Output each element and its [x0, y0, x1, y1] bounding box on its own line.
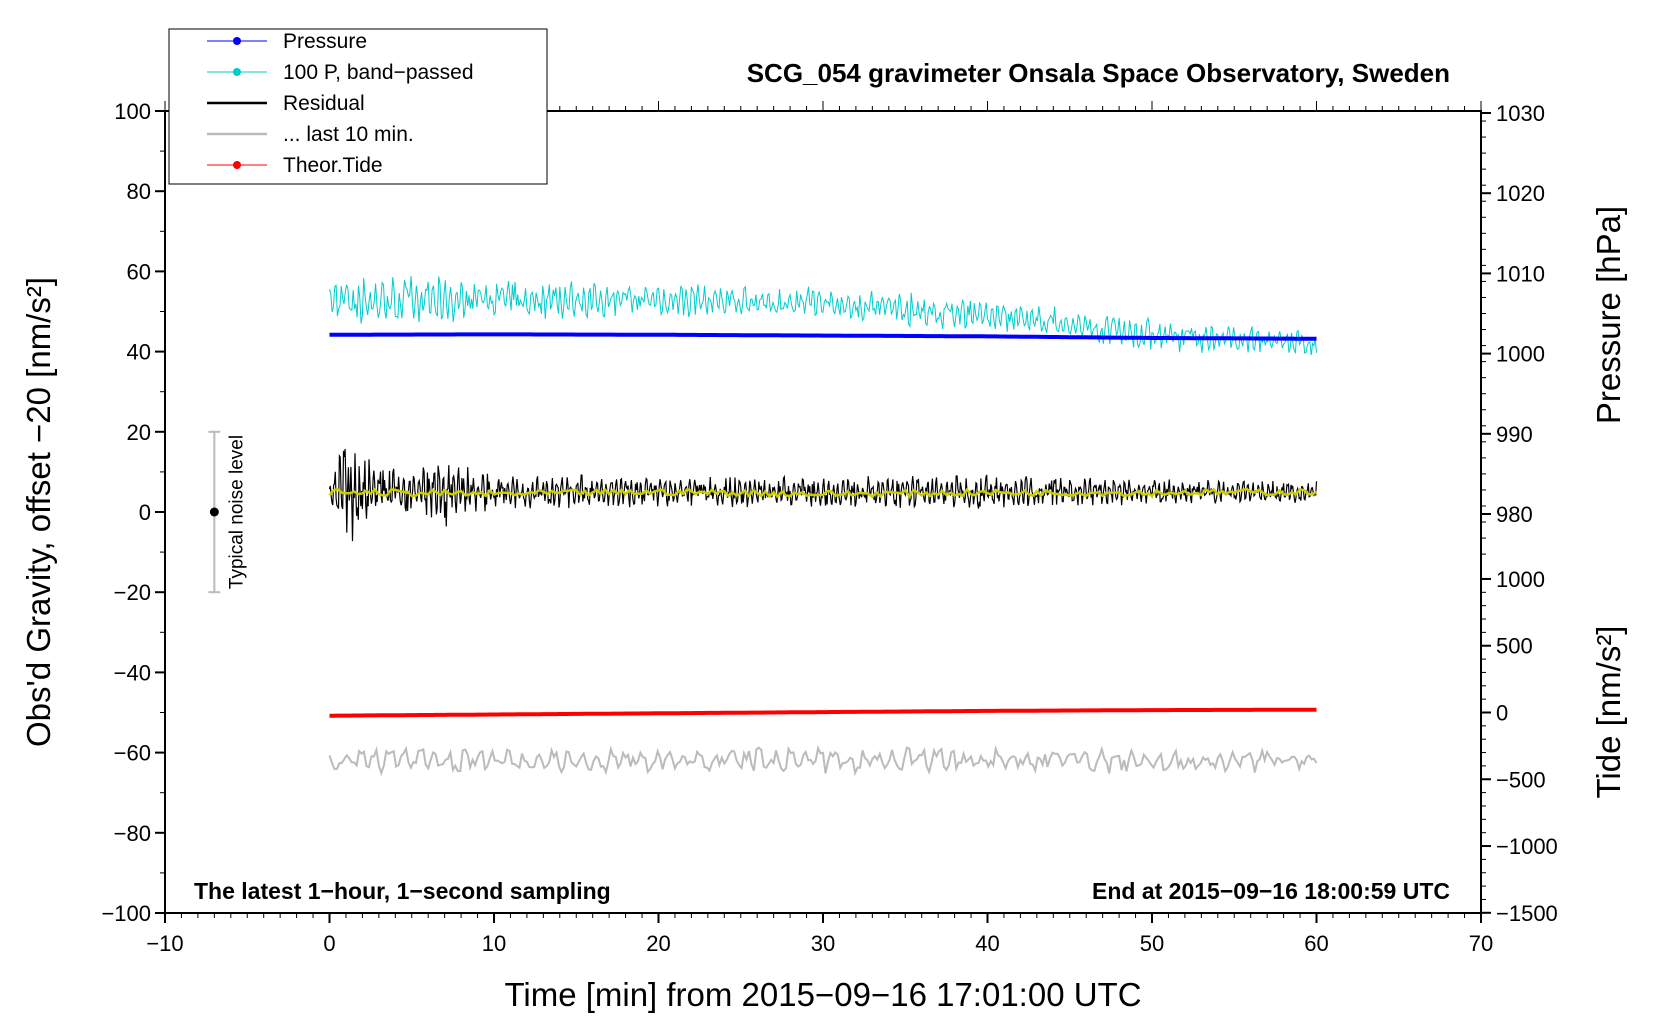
tide-tick-labels: 1000 500 0 −500 −1000 −1500 — [1496, 567, 1558, 926]
legend-swatch-dot — [233, 68, 241, 76]
y-tick-label: −80 — [114, 821, 151, 846]
x-tick-labels: −10 0 10 20 30 40 50 60 70 — [146, 931, 1493, 956]
legend-swatch-dot — [233, 161, 241, 169]
chart-title: SCG_054 gravimeter Onsala Space Observat… — [747, 58, 1450, 88]
y-tick-labels: 100 80 60 40 20 0 −20 −40 −60 −80 −100 — [101, 99, 151, 926]
pressure-tick-label: 1020 — [1496, 181, 1545, 206]
x-tick-label: 50 — [1140, 931, 1164, 956]
legend-label: Theor.Tide — [283, 154, 383, 177]
pressure-tick-label: 990 — [1496, 422, 1533, 447]
legend-box — [168, 28, 548, 185]
annotation-bottom-left: The latest 1−hour, 1−second sampling — [194, 878, 611, 904]
series-pressure — [329, 332, 1317, 341]
tick-marks — [155, 101, 1491, 923]
x-tick-label: 40 — [975, 931, 999, 956]
annotation-bottom-right: End at 2015−09−16 18:00:59 UTC — [1092, 878, 1450, 904]
pressure-tick-label: 1010 — [1496, 261, 1545, 286]
legend-label: Pressure — [283, 30, 367, 53]
x-tick-label: −10 — [146, 931, 183, 956]
tide-tick-label: −1000 — [1496, 834, 1558, 859]
y-tick-label: 40 — [127, 340, 151, 365]
tide-tick-label: 500 — [1496, 634, 1533, 659]
legend-swatch-dot — [233, 37, 241, 45]
series-residual-smoothed — [328, 487, 1318, 499]
x-tick-label: 60 — [1304, 931, 1328, 956]
noise-bar-center-dot — [209, 507, 219, 517]
x-axis-title: Time [min] from 2015−09−16 17:01:00 UTC — [504, 976, 1141, 1013]
legend-label: Residual — [283, 92, 365, 115]
y-tick-label: −40 — [114, 660, 151, 685]
y-tick-label: 80 — [127, 179, 151, 204]
legend: Pressure 100 P, band−passed Residual ... la… — [168, 28, 548, 185]
series-pressure-bandpassed — [329, 275, 1317, 356]
legend-label: 100 P, band−passed — [283, 61, 474, 84]
pressure-tick-label: 980 — [1496, 502, 1533, 527]
series-theor-tide — [329, 707, 1317, 718]
y-tick-label: −100 — [101, 901, 151, 926]
x-tick-label: 30 — [811, 931, 835, 956]
y-tick-label: −60 — [114, 741, 151, 766]
pressure-tick-label: 1000 — [1496, 342, 1545, 367]
y-tick-label: 60 — [127, 259, 151, 284]
noise-bar: Typical noise level — [208, 430, 247, 594]
tide-tick-label: 0 — [1496, 701, 1508, 726]
pressure-tick-label: 1030 — [1496, 101, 1545, 126]
y-tick-label: 100 — [114, 99, 151, 124]
series-last-10-min — [328, 744, 1318, 777]
tide-tick-label: −500 — [1496, 767, 1546, 792]
x-tick-label: 20 — [646, 931, 670, 956]
x-tick-label: 10 — [482, 931, 506, 956]
legend-label: ... last 10 min. — [283, 123, 414, 146]
x-tick-label: 0 — [323, 931, 335, 956]
y-tick-label: 20 — [127, 420, 151, 445]
tide-tick-label: −1500 — [1496, 901, 1558, 926]
pressure-tick-labels: 1030 1020 1010 1000 990 980 — [1496, 101, 1545, 527]
series-layer — [328, 275, 1318, 777]
tide-tick-label: 1000 — [1496, 567, 1545, 592]
noise-bar-label: Typical noise level — [226, 435, 247, 589]
x-tick-label: 70 — [1469, 931, 1493, 956]
y-axis-title-pressure: Pressure [hPa] — [1590, 206, 1627, 424]
y-axis-title-tide: Tide [nm/s²] — [1590, 626, 1627, 799]
y-tick-label: −20 — [114, 580, 151, 605]
y-tick-label: 0 — [139, 500, 151, 525]
y-axis-title-left: Obs'd Gravity, offset −20 [nm/s²] — [20, 277, 57, 747]
plot-frame — [164, 110, 1482, 914]
